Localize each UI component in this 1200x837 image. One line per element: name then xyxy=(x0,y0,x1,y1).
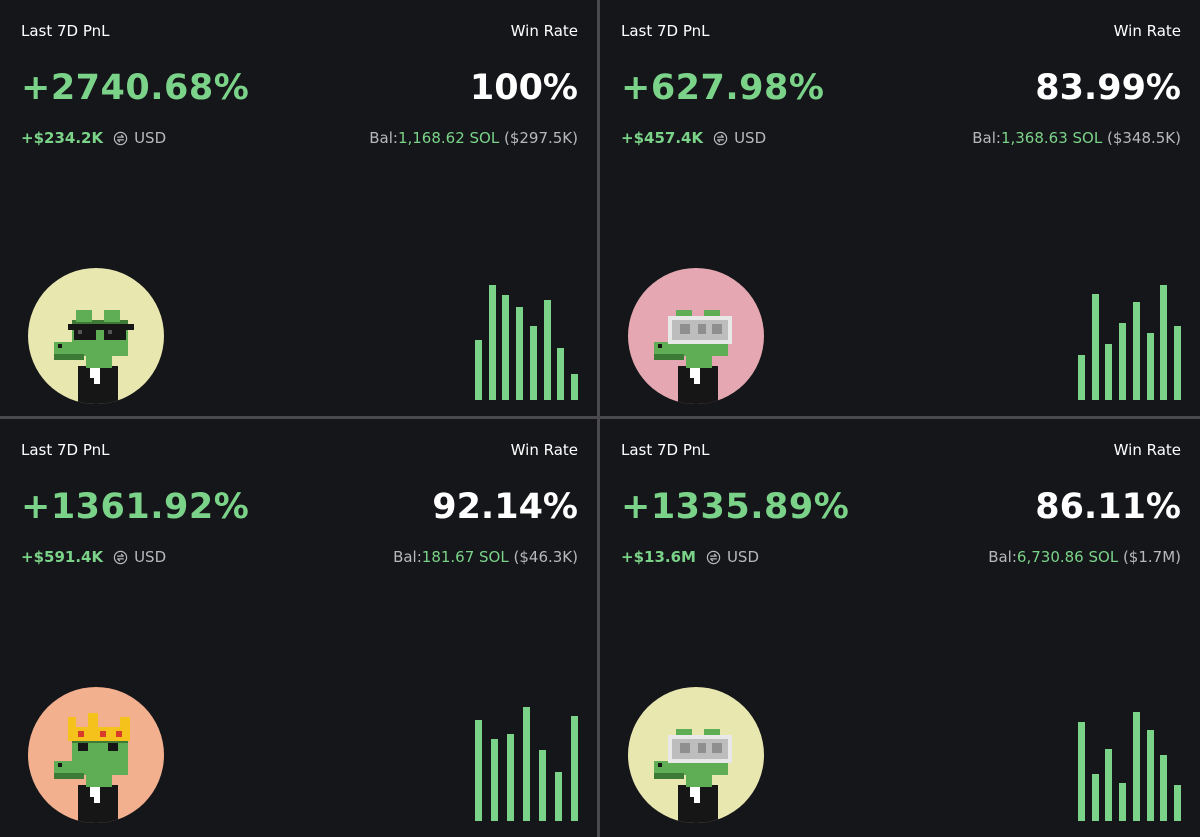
balance-row: Bal:1,168.62 SOL ($297.5K) xyxy=(369,129,578,147)
pnl-bar-chart xyxy=(1078,706,1181,821)
win-rate-value: 100% xyxy=(469,68,578,108)
winrate-label: Win Rate xyxy=(1113,441,1181,459)
currency-label: USD xyxy=(134,129,167,147)
pnl-bar xyxy=(557,348,564,400)
pnl-bar xyxy=(507,734,514,821)
balance-sol: 181.67 SOL xyxy=(421,548,509,566)
pnl-bar xyxy=(530,326,537,400)
pnl-bar xyxy=(1160,755,1167,821)
pnl-label: Last 7D PnL xyxy=(21,22,110,40)
balance-sol: 1,168.62 SOL xyxy=(397,129,500,147)
pnl-bar xyxy=(1133,712,1140,821)
pnl-bar xyxy=(475,340,482,400)
trader-card[interactable]: Last 7D PnL Win Rate +627.98% 83.99% +$4… xyxy=(600,0,1200,416)
balance-label: Bal: xyxy=(972,129,1001,147)
pnl-bar xyxy=(555,772,562,821)
pnl-bar-chart xyxy=(1078,285,1181,400)
currency-label: USD xyxy=(734,129,767,147)
balance-row: Bal:1,368.63 SOL ($348.5K) xyxy=(972,129,1181,147)
pnl-bar xyxy=(1174,326,1181,400)
balance-sol: 1,368.63 SOL xyxy=(1000,129,1103,147)
trader-card[interactable]: Last 7D PnL Win Rate +1335.89% 86.11% +$… xyxy=(600,419,1200,837)
pnl-bar xyxy=(1174,785,1181,821)
pnl-bar xyxy=(1147,333,1154,400)
pnl-percent: +627.98% xyxy=(621,68,825,108)
currency-label: USD xyxy=(726,548,760,566)
pnl-percent: +2740.68% xyxy=(21,68,250,108)
currency-label: USD xyxy=(134,548,167,566)
pnl-bar xyxy=(1092,294,1099,400)
balance-row: Bal:6,730.86 SOL ($1.7M) xyxy=(988,548,1181,566)
pnl-bar xyxy=(539,750,546,821)
pnl-label: Last 7D PnL xyxy=(21,441,110,459)
pnl-usd-value: +$234.2K xyxy=(21,129,104,147)
pnl-bar xyxy=(1119,323,1126,400)
pnl-usd-value: +$591.4K xyxy=(21,548,104,566)
winrate-label: Win Rate xyxy=(1113,22,1181,40)
swap-icon[interactable] xyxy=(706,550,721,565)
pnl-bar xyxy=(544,300,551,400)
pnl-bar xyxy=(1105,749,1112,821)
pnl-usd-row: +$13.6M USD xyxy=(621,548,759,566)
pnl-bar xyxy=(1147,730,1154,821)
swap-icon[interactable] xyxy=(713,131,728,146)
pnl-bar-chart xyxy=(475,285,578,400)
pnl-bar xyxy=(502,295,509,400)
pnl-percent: +1361.92% xyxy=(21,487,250,527)
pnl-bar xyxy=(1078,722,1085,821)
trader-card[interactable]: Last 7D PnL Win Rate +2740.68% 100% +$23… xyxy=(0,0,597,416)
balance-usd: ($348.5K) xyxy=(1106,129,1181,147)
balance-label: Bal: xyxy=(988,548,1017,566)
pnl-bar xyxy=(523,707,530,821)
swap-icon[interactable] xyxy=(113,550,128,565)
avatar[interactable] xyxy=(28,687,164,823)
pnl-usd-row: +$457.4K USD xyxy=(621,129,766,147)
pnl-bar xyxy=(1092,774,1099,821)
swap-icon[interactable] xyxy=(113,131,128,146)
pnl-bar-chart xyxy=(475,706,578,821)
win-rate-value: 83.99% xyxy=(1035,68,1181,108)
balance-sol: 6,730.86 SOL xyxy=(1016,548,1119,566)
pnl-bar xyxy=(489,285,496,400)
pnl-usd-row: +$234.2K USD xyxy=(21,129,166,147)
pnl-label: Last 7D PnL xyxy=(621,22,710,40)
winrate-label: Win Rate xyxy=(510,441,578,459)
pnl-bar xyxy=(1078,355,1085,400)
pnl-usd-value: +$13.6M xyxy=(621,548,696,566)
winrate-label: Win Rate xyxy=(510,22,578,40)
pnl-usd-row: +$591.4K USD xyxy=(21,548,166,566)
pnl-bar xyxy=(571,716,578,821)
pnl-bar xyxy=(491,739,498,821)
balance-usd: ($46.3K) xyxy=(513,548,578,566)
win-rate-value: 92.14% xyxy=(432,487,578,527)
pnl-label: Last 7D PnL xyxy=(621,441,710,459)
pnl-bar xyxy=(1119,783,1126,821)
pnl-usd-value: +$457.4K xyxy=(621,129,704,147)
win-rate-value: 86.11% xyxy=(1035,487,1181,527)
pnl-percent: +1335.89% xyxy=(621,487,850,527)
avatar[interactable] xyxy=(628,687,764,823)
pnl-bar xyxy=(516,307,523,400)
avatar[interactable] xyxy=(28,268,164,404)
pnl-bar xyxy=(571,374,578,400)
pnl-bar xyxy=(1105,344,1112,400)
pnl-bar xyxy=(1160,285,1167,400)
avatar[interactable] xyxy=(628,268,764,404)
pnl-bar xyxy=(1133,302,1140,400)
balance-usd: ($1.7M) xyxy=(1122,548,1181,566)
balance-label: Bal: xyxy=(393,548,422,566)
trader-card[interactable]: Last 7D PnL Win Rate +1361.92% 92.14% +$… xyxy=(0,419,597,837)
pnl-bar xyxy=(475,720,482,821)
balance-usd: ($297.5K) xyxy=(503,129,578,147)
balance-label: Bal: xyxy=(369,129,398,147)
balance-row: Bal:181.67 SOL ($46.3K) xyxy=(393,548,578,566)
